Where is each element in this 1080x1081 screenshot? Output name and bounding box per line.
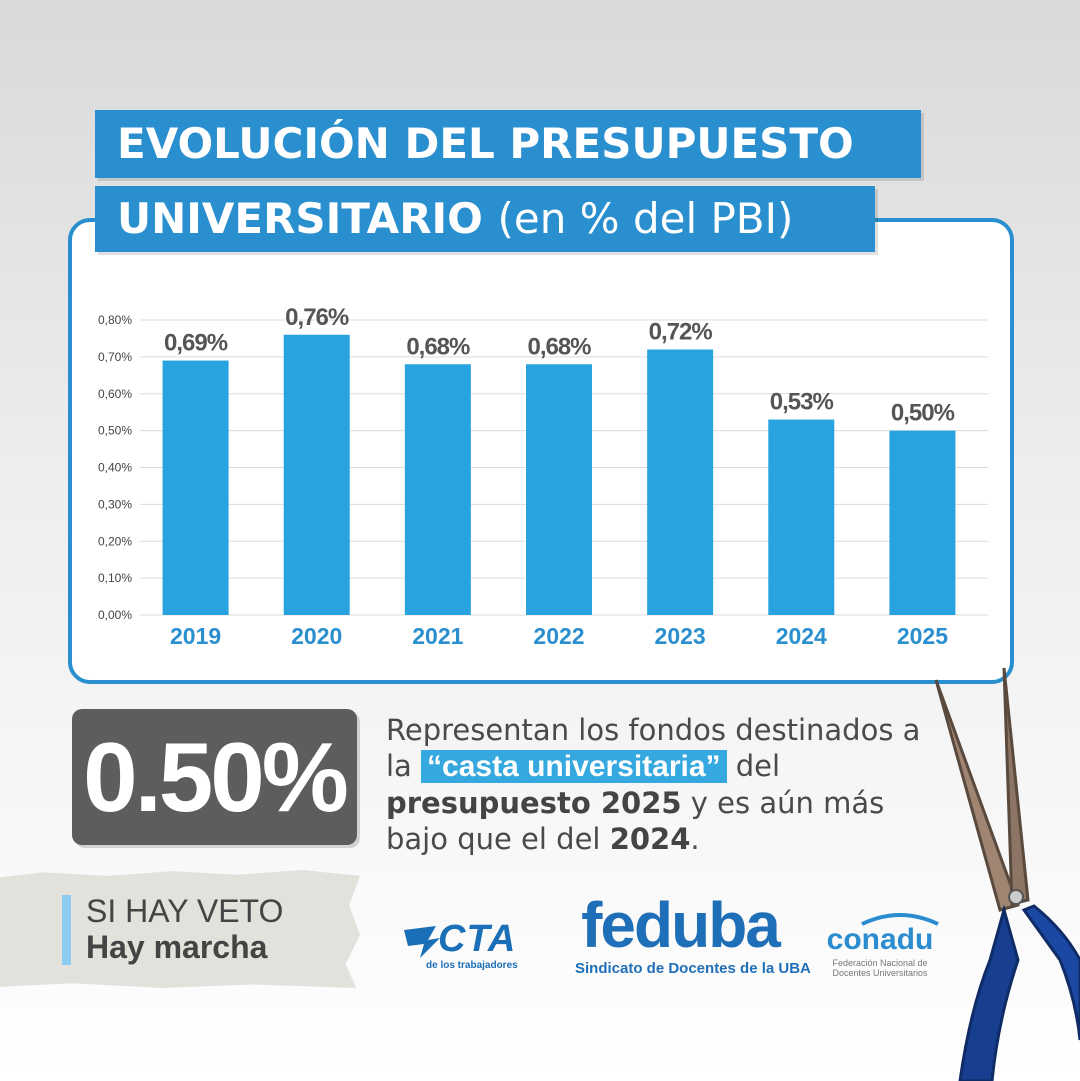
desc-part-4: . [690,822,700,856]
stat-value-box: 0.50% [72,709,357,845]
conadu-logo: conadu Federación Nacional de Docentes U… [815,910,945,980]
conadu-logo-subtitle-2: Docentes Universitarios [832,968,928,978]
feduba-logo-subtitle: Sindicato de Docentes de la UBA [575,960,811,977]
desc-part-1: Representan los fondos destinados a la [386,713,921,783]
desc-highlight: “casta universitaria” [421,750,727,783]
chart-card [68,218,1014,684]
title-line-2-bold: UNIVERSITARIO [117,194,483,243]
cta-flag-icon [404,926,440,958]
title-line-2: UNIVERSITARIO (en % del PBI) [95,186,875,252]
stat-value: 0.50% [83,722,349,832]
title-line-2-light: (en % del PBI) [497,194,794,243]
conadu-logo-subtitle-1: Federación Nacional de [832,958,928,968]
feduba-logo: feduba Sindicato de Docentes de la UBA [575,889,811,985]
cta-logo: CTA de los trabajadores [402,918,537,974]
cta-logo-name: CTA [438,918,517,960]
desc-part-3: y es aún más bajo que el del [386,786,885,856]
desc-bold-1: presupuesto 2025 [386,786,682,820]
conadu-logo-name: conadu [826,923,934,956]
veto-line-2: Hay marcha [86,929,268,965]
scissors-icon [934,667,1080,1081]
title-line-1: EVOLUCIÓN DEL PRESUPUESTO [95,110,921,178]
torn-paper-banner [0,870,360,988]
conadu-arc-icon [861,913,939,926]
desc-part-2: del [726,749,781,783]
desc-bold-2: 2024 [609,822,691,856]
description-text: Representan los fondos destinados a la “… [386,712,946,857]
veto-accent-bar [62,895,71,965]
veto-line-1: SI HAY VETO [86,893,284,929]
cta-logo-subtitle: de los trabajadores [426,960,518,971]
feduba-logo-name: feduba [581,889,781,961]
